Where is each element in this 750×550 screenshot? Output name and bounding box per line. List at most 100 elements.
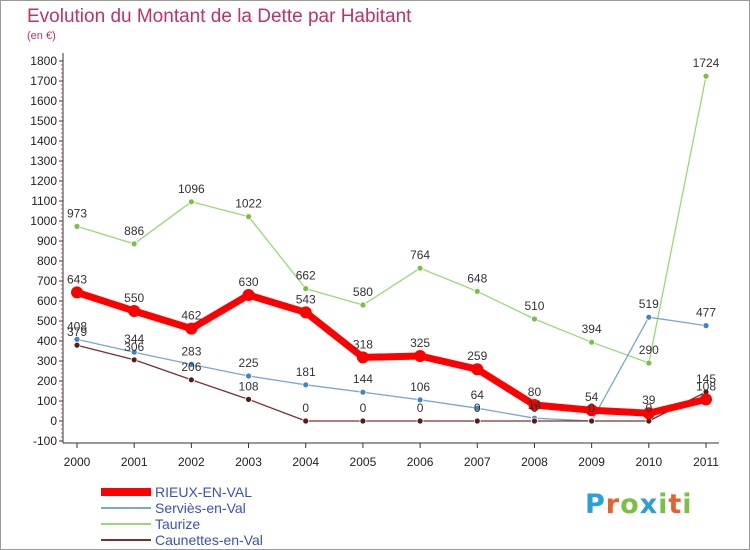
data-label: 14 bbox=[528, 398, 542, 412]
data-label: 145 bbox=[696, 372, 716, 386]
data-label: 643 bbox=[67, 272, 87, 286]
logo-letter: t bbox=[668, 489, 683, 520]
data-point bbox=[700, 393, 712, 406]
series-line-3 bbox=[73, 288, 710, 417]
y-tick-label: 400 bbox=[37, 334, 57, 348]
data-label: 144 bbox=[353, 372, 373, 386]
y-tick-label: 200 bbox=[37, 374, 57, 388]
series-line-1 bbox=[76, 316, 707, 422]
data-label: 0 bbox=[417, 401, 424, 415]
data-point bbox=[130, 348, 138, 356]
y-tick-label: -100 bbox=[33, 434, 57, 448]
data-point bbox=[130, 240, 138, 248]
data-point bbox=[73, 222, 81, 230]
data-label: 283 bbox=[181, 344, 201, 358]
data-label: 325 bbox=[410, 336, 430, 350]
data-point bbox=[645, 359, 653, 367]
data-label: 106 bbox=[410, 380, 430, 394]
data-label: 519 bbox=[639, 297, 659, 311]
x-tick-label: 2001 bbox=[121, 455, 148, 469]
logo-letter: i bbox=[658, 489, 669, 520]
data-label: 0 bbox=[474, 401, 481, 415]
data-label: 648 bbox=[467, 271, 487, 285]
data-label: 80 bbox=[528, 385, 542, 399]
data-point bbox=[471, 363, 484, 376]
data-point bbox=[359, 417, 367, 425]
x-tick-label: 2006 bbox=[407, 455, 434, 469]
data-label: 0 bbox=[588, 401, 595, 415]
y-tick-label: 1400 bbox=[30, 134, 57, 148]
x-tick-label: 2008 bbox=[521, 455, 548, 469]
data-label: 225 bbox=[239, 356, 259, 370]
series-line-2 bbox=[76, 344, 707, 422]
data-point bbox=[302, 285, 310, 293]
data-point bbox=[242, 289, 255, 301]
x-tick-label: 2002 bbox=[178, 455, 205, 469]
x-tick-label: 2011 bbox=[693, 455, 719, 469]
x-tick-label: 2004 bbox=[292, 455, 319, 469]
x-tick-label: 2009 bbox=[578, 455, 605, 469]
legend-swatch bbox=[101, 523, 151, 525]
data-label: 550 bbox=[124, 291, 144, 305]
data-point bbox=[245, 213, 252, 221]
x-tick-label: 2003 bbox=[235, 455, 262, 469]
series-line-0 bbox=[76, 75, 707, 364]
data-label: 973 bbox=[67, 206, 87, 220]
data-point bbox=[702, 72, 710, 80]
data-label: 39 bbox=[642, 393, 656, 407]
data-label: 886 bbox=[124, 224, 144, 238]
data-point bbox=[299, 306, 312, 319]
data-point bbox=[416, 417, 424, 425]
data-point bbox=[245, 395, 252, 403]
y-tick-label: 800 bbox=[37, 254, 57, 268]
data-label: 1022 bbox=[235, 197, 262, 211]
legend-label: Taurize bbox=[155, 516, 201, 532]
data-point bbox=[245, 372, 252, 380]
data-label: 0 bbox=[360, 401, 367, 415]
data-label: 1096 bbox=[178, 182, 205, 196]
data-point bbox=[356, 351, 369, 364]
legend-swatch bbox=[101, 507, 151, 509]
data-label: 206 bbox=[181, 360, 201, 374]
chart-title: Evolution du Montant de la Dette par Hab… bbox=[27, 6, 412, 27]
y-tick-label: 700 bbox=[37, 274, 57, 288]
data-label: 64 bbox=[471, 388, 485, 402]
y-tick-label: 1600 bbox=[30, 94, 57, 108]
legend-label: RIEUX-EN-VAL bbox=[155, 484, 252, 500]
logo-letter: r bbox=[605, 489, 621, 520]
data-label: 181 bbox=[296, 365, 316, 379]
y-tick-label: 0 bbox=[50, 414, 57, 428]
data-label: 0 bbox=[645, 401, 652, 415]
data-label: 462 bbox=[181, 309, 201, 323]
y-tick-label: 500 bbox=[37, 314, 57, 328]
data-label: 0 bbox=[588, 401, 595, 415]
legend-swatch bbox=[101, 539, 151, 541]
data-point bbox=[128, 305, 141, 317]
data-label: 630 bbox=[239, 275, 259, 289]
data-point bbox=[416, 396, 424, 404]
logo-letter: x bbox=[639, 489, 659, 520]
y-tick-label: 1500 bbox=[30, 114, 57, 128]
x-tick-label: 2005 bbox=[350, 455, 377, 469]
data-point bbox=[73, 341, 81, 349]
data-label: 108 bbox=[696, 379, 716, 393]
chart-subtitle: (en €) bbox=[27, 30, 56, 42]
data-point bbox=[642, 407, 655, 420]
logo-letter: P bbox=[585, 489, 606, 520]
x-tick-label: 2000 bbox=[64, 455, 91, 469]
y-tick-label: 300 bbox=[37, 354, 57, 368]
data-point bbox=[302, 417, 310, 425]
data-label: 54 bbox=[585, 390, 599, 404]
data-label: 394 bbox=[582, 322, 602, 336]
data-point bbox=[185, 322, 198, 335]
data-label: 0 bbox=[531, 401, 538, 415]
legend-label: Serviès-en-Val bbox=[155, 500, 246, 516]
data-point bbox=[645, 313, 653, 321]
data-label: 764 bbox=[410, 248, 430, 262]
y-tick-label: 1000 bbox=[30, 214, 57, 228]
logo-letter: o bbox=[620, 489, 640, 520]
data-point bbox=[531, 417, 538, 425]
data-point bbox=[359, 388, 367, 396]
data-label: 510 bbox=[524, 299, 544, 313]
